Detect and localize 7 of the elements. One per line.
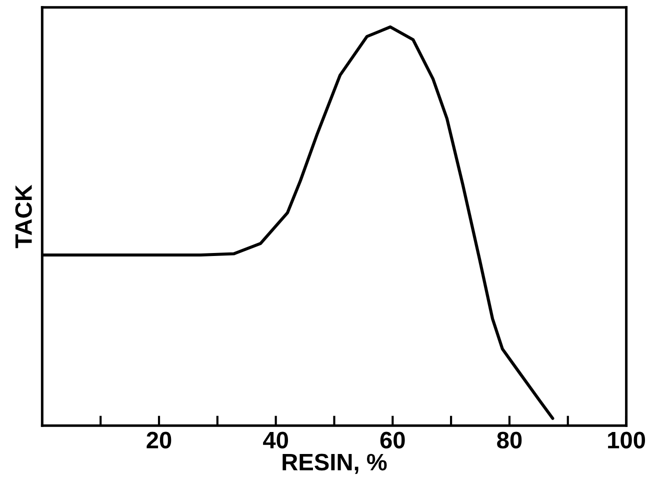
x-tick-label: 60 bbox=[380, 432, 405, 448]
x-tick-label: 20 bbox=[146, 432, 172, 448]
x-tick-label: 40 bbox=[263, 432, 288, 448]
x-tick-label: 80 bbox=[497, 432, 522, 448]
y-axis-title: TACK bbox=[15, 184, 32, 248]
x-tick-label: 100 bbox=[608, 432, 646, 448]
x-axis-title: RESIN, % bbox=[282, 454, 387, 474]
